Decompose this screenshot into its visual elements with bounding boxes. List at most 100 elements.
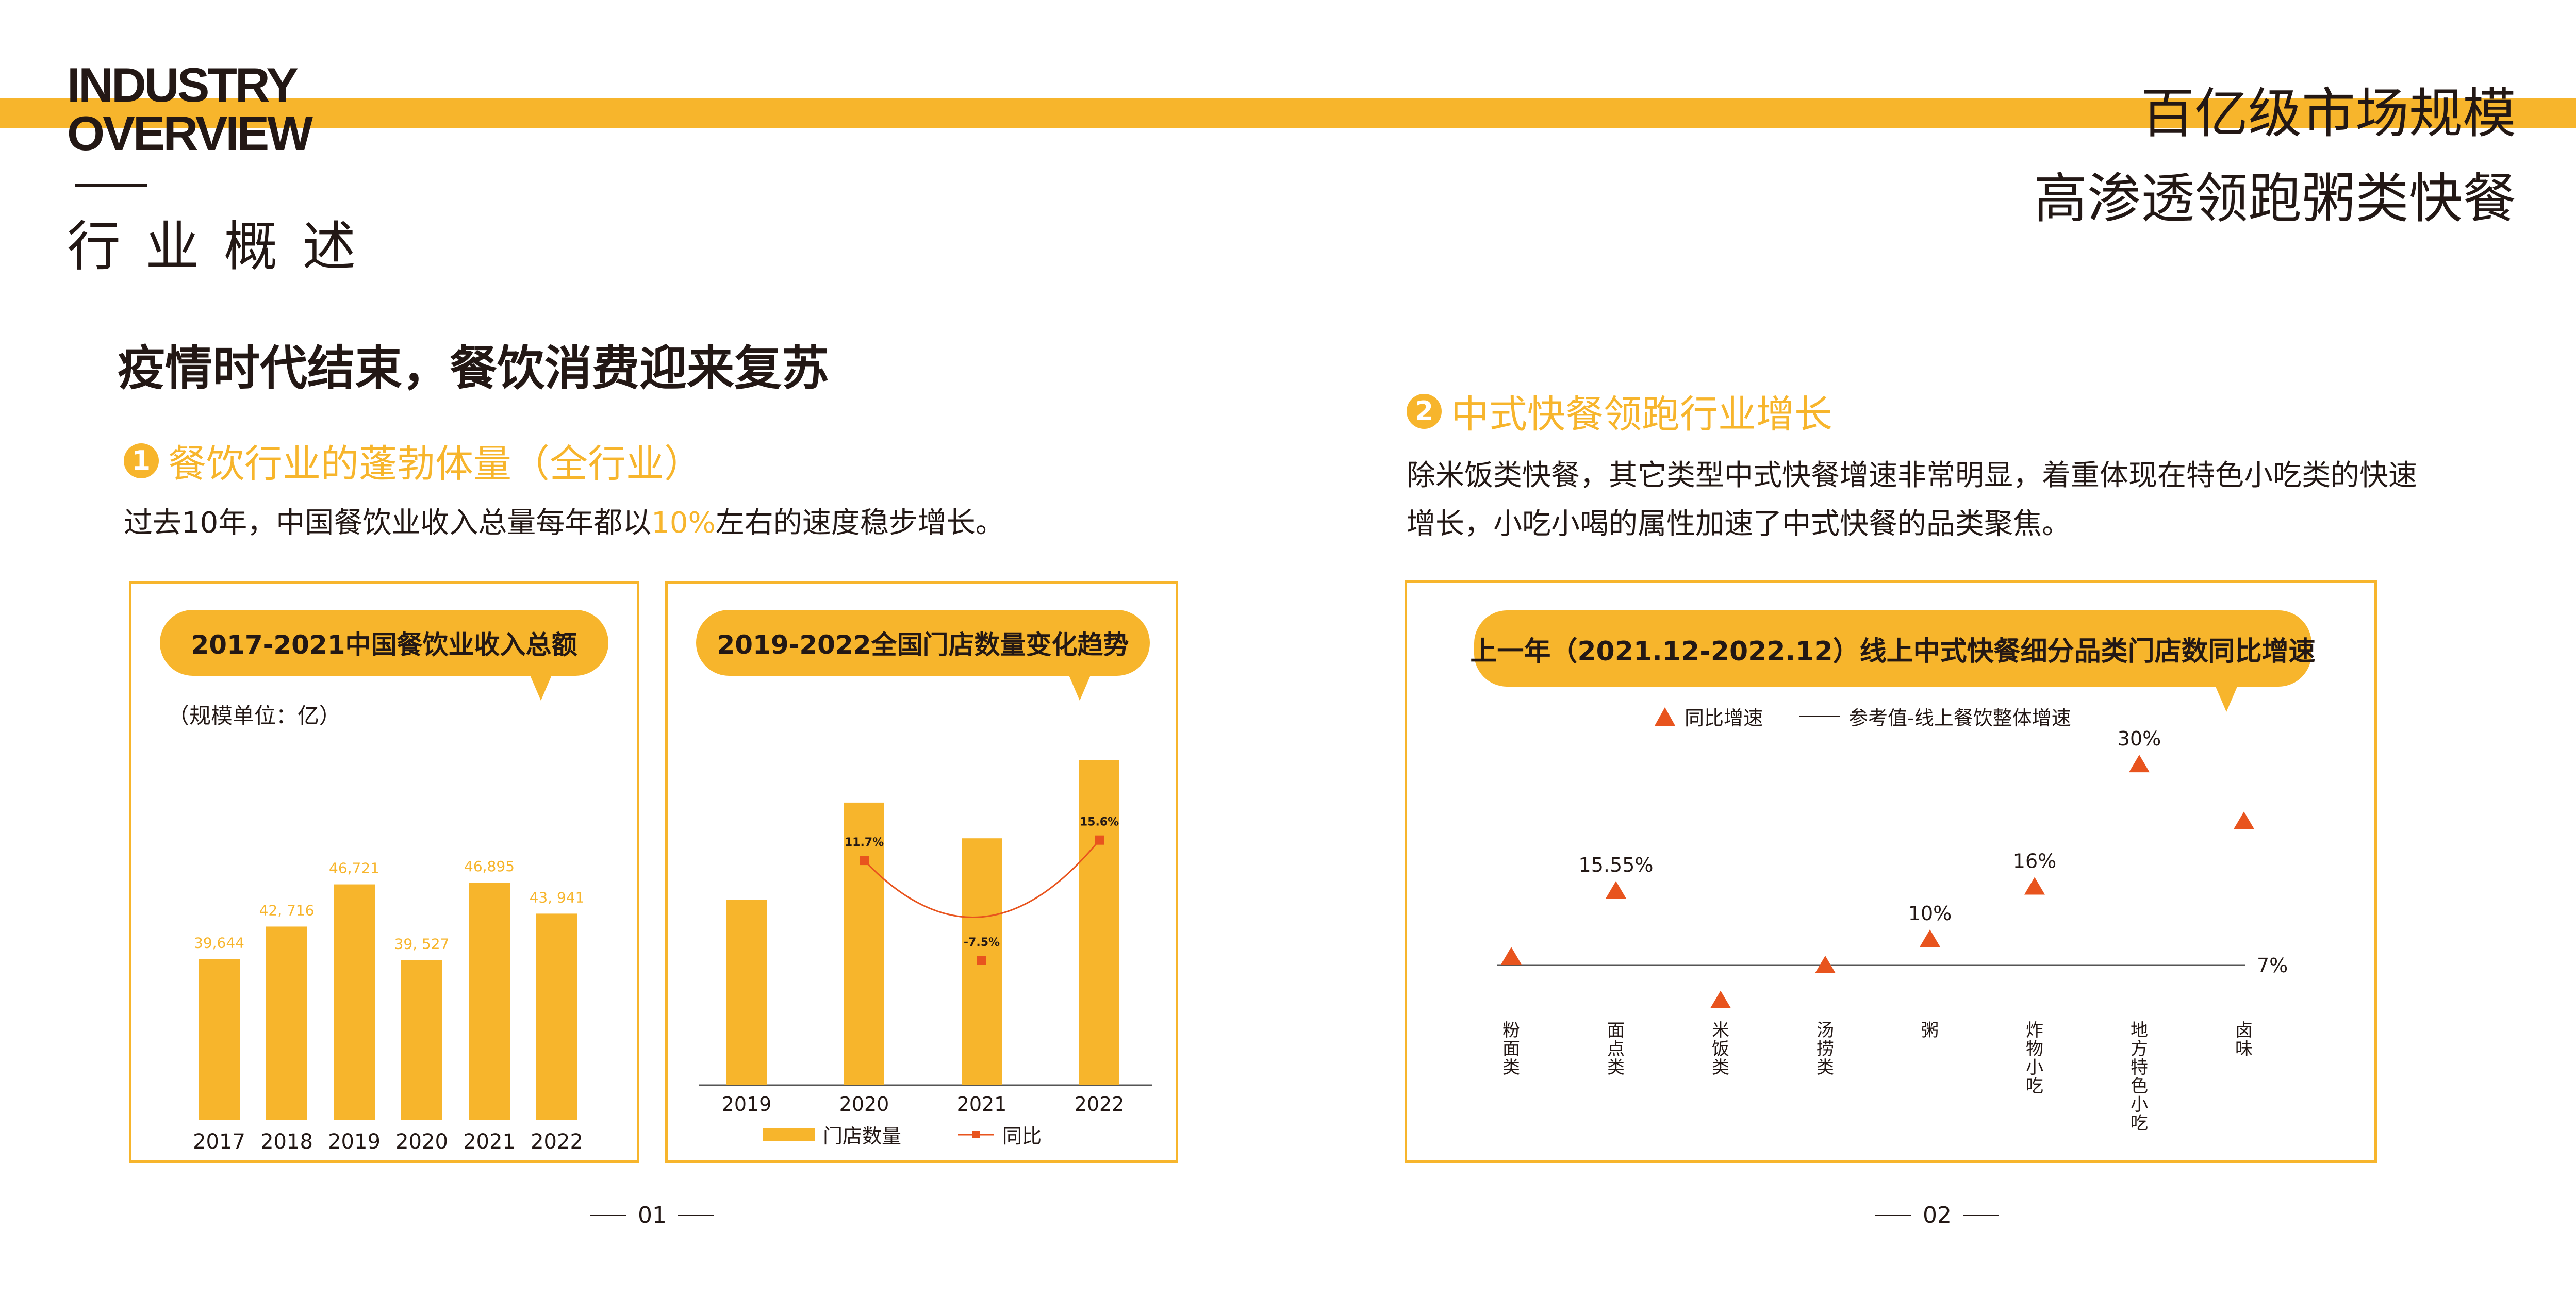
x-tick-label: 2019	[722, 1093, 772, 1116]
legend-item-stores: 门店数量	[763, 1120, 901, 1149]
dash	[1875, 1215, 1911, 1216]
growth-triangle	[2234, 811, 2254, 829]
x-tick-label: 2020	[395, 1130, 448, 1154]
growth-triangle	[1501, 947, 1522, 965]
data-label: 46,895	[464, 858, 515, 875]
brand-title: INDUSTRY OVERVIEW	[67, 61, 313, 160]
left-subtitle-text: 餐饮行业的蓬勃体量（全行业）	[168, 442, 702, 486]
bar	[844, 802, 884, 1085]
x-tick-label: 2021	[957, 1093, 1007, 1116]
section-number-badge: 2	[1407, 393, 1442, 429]
headline-1: 百亿级市场规模	[2140, 82, 2516, 145]
bubble-tail	[2214, 683, 2239, 712]
bubble-tail	[529, 672, 553, 701]
revenue-bar-chart: 39,644 2017 42, 716 2018 46,721 2019 39, 527 20…	[193, 858, 585, 1154]
yoy-label: 11.7%	[845, 836, 884, 849]
x-tick-label: 2020	[839, 1093, 889, 1116]
x-category-label: 米饭类	[1712, 1020, 1729, 1078]
right-subtitle-text: 中式快餐领跑行业增长	[1451, 392, 1832, 437]
data-label: 39, 527	[394, 936, 450, 953]
bar	[334, 884, 375, 1120]
growth-triangle	[2129, 755, 2150, 773]
stores-combo-chart: 2019 2020 2021 2022 11.7% -7.5% 15.6%	[699, 760, 1152, 1116]
x-tick-label: 2017	[193, 1130, 245, 1154]
growth-triangle	[1815, 956, 1836, 973]
growth-label: 10%	[1908, 902, 1952, 925]
growth-label: 15.55%	[1579, 854, 1654, 876]
data-label: 46,721	[329, 860, 379, 877]
stores-chart-panel: 2019-2022全国门店数量变化趋势 2019 2020 2021 2022 11.7…	[665, 581, 1178, 1163]
growth-triangle	[2024, 877, 2045, 895]
yoy-label: -7.5%	[964, 936, 1000, 949]
left-subtitle: 1 餐饮行业的蓬勃体量（全行业）	[124, 433, 702, 488]
page-number-text: 02	[1923, 1202, 1952, 1228]
data-label: 39,644	[194, 934, 244, 951]
x-tick-label: 2018	[260, 1130, 313, 1154]
stores-chart-title: 2019-2022全国门店数量变化趋势	[696, 610, 1150, 676]
right-subtitle: 2 中式快餐领跑行业增长	[1407, 384, 1832, 439]
yoy-marker	[1095, 835, 1104, 845]
dash	[678, 1215, 714, 1216]
legend-line-swatch	[1799, 716, 1841, 717]
growth-triangle	[1606, 881, 1626, 899]
left-paragraph: 过去10年，中国餐饮业收入总量每年都以10%左右的速度稳步增长。	[124, 499, 1004, 547]
yoy-marker	[977, 956, 986, 965]
dash	[1963, 1215, 1999, 1216]
legend-item-growth: 同比增速	[1654, 702, 1763, 730]
growth-triangle	[1710, 990, 1731, 1008]
left-title: 疫情时代结束，餐饮消费迎来复苏	[118, 341, 830, 396]
reference-label: 7%	[2257, 954, 2288, 977]
bar	[469, 882, 510, 1120]
data-label: 43, 941	[530, 889, 585, 906]
brand-cn-title: 行业概述	[67, 215, 381, 278]
bar	[726, 900, 767, 1085]
page-number-right: 02	[1875, 1202, 1999, 1228]
yoy-line	[863, 839, 1100, 918]
growth-label: 30%	[2118, 727, 2161, 750]
bar	[266, 926, 307, 1120]
page-number-text: 01	[638, 1202, 667, 1228]
category-chart-title: 上一年（2021.12-2022.12）线上中式快餐细分品类门店数同比增速	[1470, 610, 2316, 687]
legend-label: 参考值-线上餐饮整体增速	[1848, 707, 2071, 729]
category-growth-chart: 7% 粉面类 15.55% 面点类 米饭类 汤捞类 10% 粥 16% 炸物小吃 30% 地方特色小吃…	[1497, 727, 2288, 1134]
legend-label: 同比增速	[1685, 707, 1763, 729]
legend-item-yoy: 同比	[958, 1120, 1042, 1149]
stores-legend: 门店数量 同比	[763, 1120, 1042, 1149]
dash	[590, 1215, 626, 1216]
x-category-label: 汤捞类	[1817, 1020, 1834, 1078]
header-accent-bar	[0, 98, 2576, 128]
yoy-label: 15.6%	[1080, 816, 1119, 829]
right-paragraph-line2: 增长，小吃小喝的属性加速了中式快餐的品类聚焦。	[1407, 507, 2071, 541]
legend-label: 同比	[1002, 1125, 1042, 1148]
x-tick-label: 2019	[328, 1130, 381, 1154]
growth-triangle	[1920, 929, 1940, 947]
para-text: 过去10年，中国餐饮业收入总量每年都以	[124, 506, 652, 540]
right-paragraph-line1: 除米饭类快餐，其它类型中式快餐增速非常明显，着重体现在特色小吃类的快速	[1407, 459, 2417, 492]
x-category-label: 地方特色小吃	[2131, 1020, 2148, 1134]
x-tick-label: 2022	[1075, 1093, 1125, 1116]
x-category-label: 卤味	[2235, 1020, 2253, 1059]
para-highlight: 10%	[651, 506, 716, 540]
revenue-chart-panel: 2017-2021中国餐饮业收入总额 （规模单位：亿） 39,644 2017 42…	[129, 581, 639, 1163]
legend-triangle-icon	[1655, 707, 1675, 726]
right-paragraph: 除米饭类快餐，其它类型中式快餐增速非常明显，着重体现在特色小吃类的快速 增长，小…	[1407, 452, 2417, 548]
legend-item-reference: 参考值-线上餐饮整体增速	[1799, 702, 2071, 730]
brand-divider	[75, 184, 147, 187]
page-number-left: 01	[590, 1202, 714, 1228]
data-label: 42, 716	[259, 902, 315, 919]
para-text: 左右的速度稳步增长。	[715, 506, 1004, 540]
bar	[401, 960, 442, 1120]
brand-line2: OVERVIEW	[67, 106, 313, 160]
x-category-label: 粉面类	[1502, 1020, 1520, 1078]
headline-2: 高渗透领跑粥类快餐	[2033, 167, 2516, 230]
section-number-badge: 1	[124, 443, 159, 478]
bar	[536, 913, 577, 1120]
bubble-tail	[1067, 672, 1092, 701]
legend-swatch-line	[958, 1130, 995, 1138]
revenue-chart-title: 2017-2021中国餐饮业收入总额	[160, 610, 608, 676]
bar	[199, 959, 240, 1120]
x-tick-label: 2022	[531, 1130, 583, 1154]
legend-label: 门店数量	[823, 1125, 902, 1148]
yoy-marker	[860, 856, 869, 866]
bar	[1079, 760, 1119, 1085]
